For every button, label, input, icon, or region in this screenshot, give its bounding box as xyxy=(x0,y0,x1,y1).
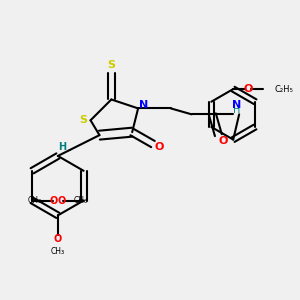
Text: S: S xyxy=(79,115,87,125)
Text: S: S xyxy=(107,60,116,70)
Text: O: O xyxy=(58,196,66,206)
Text: O: O xyxy=(243,84,253,94)
Text: N: N xyxy=(140,100,149,110)
Text: O: O xyxy=(218,136,227,146)
Text: O: O xyxy=(54,234,62,244)
Text: N: N xyxy=(232,100,241,110)
Text: CH₃: CH₃ xyxy=(74,196,88,205)
Text: O: O xyxy=(50,196,58,206)
Text: C₂H₅: C₂H₅ xyxy=(275,85,294,94)
Text: H: H xyxy=(232,105,240,115)
Text: O: O xyxy=(154,142,164,152)
Text: CH₃: CH₃ xyxy=(51,247,65,256)
Text: CH₃: CH₃ xyxy=(28,196,42,205)
Text: H: H xyxy=(58,142,66,152)
